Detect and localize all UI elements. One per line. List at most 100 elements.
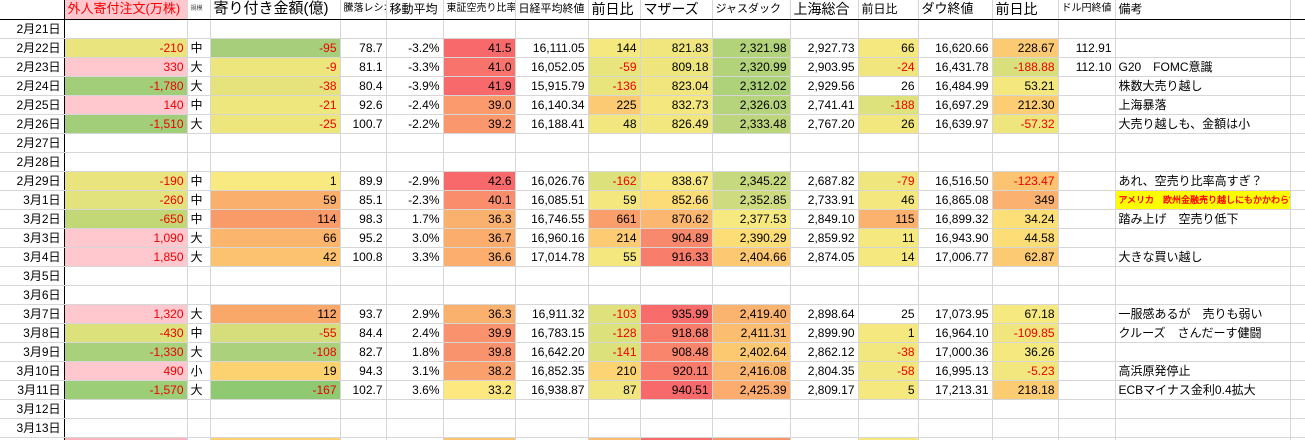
cell-dow[interactable]: 17,006.77 (918, 247, 993, 267)
column-header-amount[interactable]: 寄り付き金額(億) (210, 0, 341, 20)
cell-ratio[interactable] (340, 399, 387, 419)
column-header-dow_chg[interactable]: 前日比 (992, 0, 1059, 20)
cell-shanghai[interactable]: 2,898.64 (790, 304, 859, 324)
cell-jasdaq[interactable]: 2,377.53 (712, 209, 791, 229)
cell-shanghai[interactable]: 2,927.73 (790, 38, 859, 58)
cell-foreign[interactable]: -190 (64, 171, 188, 191)
cell-mothers[interactable]: 870.62 (640, 209, 713, 229)
cell-ratio[interactable] (340, 266, 387, 286)
cell-amount[interactable] (210, 19, 341, 39)
cell-short[interactable]: 41.9 (443, 76, 516, 96)
cell-size[interactable] (187, 285, 211, 305)
cell-dow_chg[interactable]: -109.85 (992, 323, 1059, 343)
cell-jasdaq[interactable]: 2,333.48 (712, 114, 791, 134)
cell-dow[interactable] (918, 399, 993, 419)
cell-dow_chg[interactable]: -188.88 (992, 57, 1059, 77)
cell-nikkei_chg[interactable] (588, 285, 641, 305)
cell-dow[interactable]: 16,943.90 (918, 228, 993, 248)
cell-amount[interactable] (210, 133, 341, 153)
cell-short[interactable]: 42.6 (443, 171, 516, 191)
cell-nikkei[interactable] (515, 266, 589, 286)
cell-size[interactable] (187, 133, 211, 153)
cell-amount[interactable]: -55 (210, 323, 341, 343)
cell-foreign[interactable] (64, 285, 188, 305)
cell-size[interactable]: 中 (187, 209, 211, 229)
cell-ma[interactable]: 2.4% (386, 323, 444, 343)
cell-remark[interactable] (1115, 266, 1291, 286)
cell-shanghai_chg[interactable]: -188 (858, 95, 919, 115)
cell-short[interactable] (443, 19, 516, 39)
cell-dow[interactable]: 16,431.78 (918, 57, 993, 77)
cell-dow_chg[interactable] (992, 418, 1059, 438)
cell-shanghai[interactable]: 2,741.41 (790, 95, 859, 115)
cell-extra[interactable] (1290, 323, 1305, 343)
cell-extra[interactable] (1290, 418, 1305, 438)
cell-date[interactable]: 2月25日 (0, 95, 65, 115)
cell-short[interactable]: 41.0 (443, 57, 516, 77)
cell-date[interactable]: 3月13日 (0, 418, 65, 438)
cell-amount[interactable] (210, 266, 341, 286)
cell-jasdaq[interactable]: 2,320.99 (712, 57, 791, 77)
cell-ratio[interactable]: 85.1 (340, 190, 387, 210)
cell-jasdaq[interactable]: 2,411.31 (712, 323, 791, 343)
cell-size[interactable]: 大 (187, 228, 211, 248)
cell-foreign[interactable]: 1,850 (64, 247, 188, 267)
cell-extra[interactable] (1290, 266, 1305, 286)
cell-dow[interactable]: 16,697.29 (918, 95, 993, 115)
cell-shanghai_chg[interactable] (858, 285, 919, 305)
cell-dow_chg[interactable]: -57.32 (992, 114, 1059, 134)
column-header-size[interactable]: 規模 (187, 0, 211, 20)
cell-ma[interactable] (386, 152, 444, 172)
cell-foreign[interactable]: 490 (64, 361, 188, 381)
cell-nikkei_chg[interactable]: 214 (588, 228, 641, 248)
cell-nikkei[interactable] (515, 152, 589, 172)
cell-amount[interactable]: -25 (210, 114, 341, 134)
cell-remark[interactable]: アメリカ 欧州金融売り越しにもかかわらず (1115, 190, 1291, 210)
cell-dow[interactable]: 17,073.95 (918, 304, 993, 324)
cell-nikkei_chg[interactable]: 55 (588, 247, 641, 267)
cell-shanghai[interactable]: 2,733.91 (790, 190, 859, 210)
cell-foreign[interactable]: -650 (64, 209, 188, 229)
cell-foreign[interactable] (64, 399, 188, 419)
cell-extra[interactable] (1290, 76, 1305, 96)
cell-short[interactable]: 36.3 (443, 209, 516, 229)
cell-shanghai_chg[interactable]: 11 (858, 228, 919, 248)
cell-short[interactable]: 39.2 (443, 114, 516, 134)
cell-size[interactable]: 大 (187, 380, 211, 400)
cell-amount[interactable]: -38 (210, 76, 341, 96)
cell-shanghai[interactable]: 2,874.05 (790, 247, 859, 267)
column-header-shanghai_chg[interactable]: 前日比 (858, 0, 919, 20)
cell-remark[interactable]: 上海暴落 (1115, 95, 1291, 115)
cell-ma[interactable]: 3.1% (386, 361, 444, 381)
cell-dow_chg[interactable]: 212.30 (992, 95, 1059, 115)
column-header-nikkei_chg[interactable]: 前日比 (588, 0, 641, 20)
cell-amount[interactable]: 59 (210, 190, 341, 210)
cell-nikkei_chg[interactable]: 59 (588, 190, 641, 210)
cell-amount[interactable] (210, 152, 341, 172)
cell-size[interactable]: 中 (187, 323, 211, 343)
cell-ma[interactable]: -3.3% (386, 57, 444, 77)
cell-foreign[interactable]: -430 (64, 323, 188, 343)
cell-ma[interactable]: -3.9% (386, 76, 444, 96)
cell-jasdaq[interactable] (712, 19, 791, 39)
cell-amount[interactable]: -167 (210, 380, 341, 400)
cell-nikkei[interactable] (515, 19, 589, 39)
cell-mothers[interactable]: 940.51 (640, 380, 713, 400)
cell-shanghai_chg[interactable]: 14 (858, 247, 919, 267)
cell-extra[interactable] (1290, 19, 1305, 39)
cell-usdjpy[interactable] (1058, 380, 1116, 400)
cell-shanghai[interactable]: 2,687.82 (790, 171, 859, 191)
cell-usdjpy[interactable] (1058, 95, 1116, 115)
cell-shanghai_chg[interactable] (858, 152, 919, 172)
cell-shanghai_chg[interactable]: 46 (858, 190, 919, 210)
cell-foreign[interactable]: 1,090 (64, 228, 188, 248)
cell-ma[interactable]: 3.0% (386, 228, 444, 248)
cell-short[interactable]: 38.2 (443, 361, 516, 381)
cell-dow_chg[interactable]: 228.67 (992, 38, 1059, 58)
cell-extra[interactable] (1290, 57, 1305, 77)
cell-extra[interactable] (1290, 380, 1305, 400)
cell-nikkei_chg[interactable]: 225 (588, 95, 641, 115)
cell-ratio[interactable]: 102.7 (340, 380, 387, 400)
cell-ratio[interactable]: 93.7 (340, 304, 387, 324)
cell-date[interactable]: 2月23日 (0, 57, 65, 77)
